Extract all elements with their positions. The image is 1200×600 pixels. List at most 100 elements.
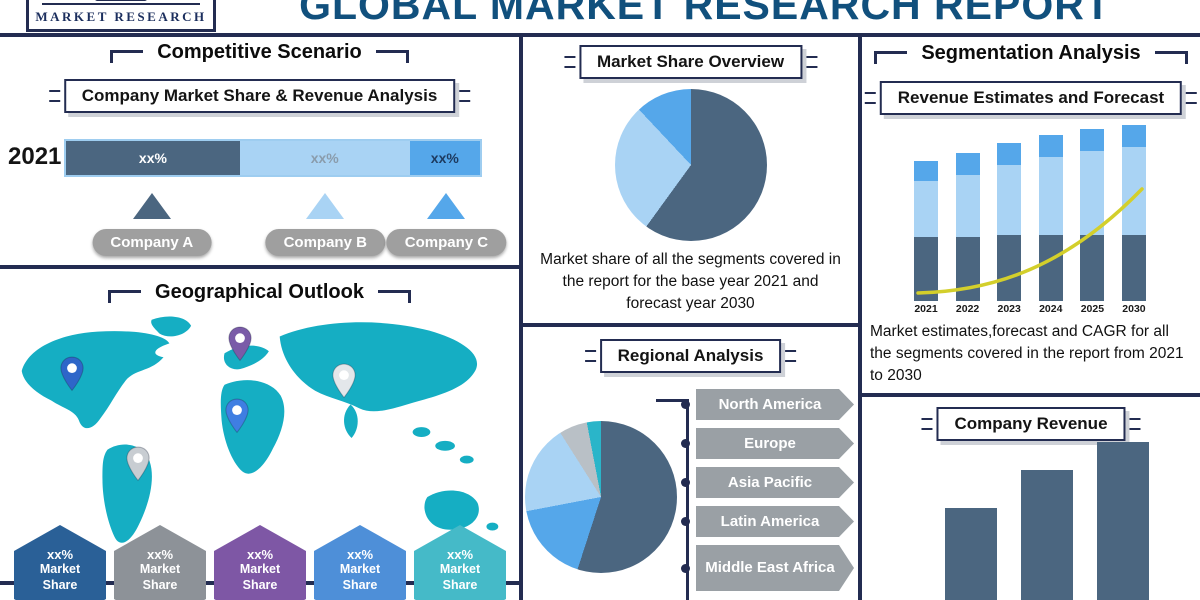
- axis-year-label: 2030: [1122, 303, 1146, 315]
- forecast-bar: [914, 161, 938, 301]
- forecast-bar-segment: [914, 161, 938, 181]
- connector-dot-icon: [681, 439, 690, 448]
- divider: [0, 33, 1200, 37]
- market-share-badge: xx% Market Share: [114, 525, 206, 600]
- company-legend-pill: Company B: [265, 229, 385, 256]
- map-pin-icon: [125, 446, 151, 482]
- logo-text: MARKET RESEARCH: [35, 9, 207, 24]
- divider: [858, 33, 862, 600]
- connector-line: [686, 399, 689, 600]
- badge-percent: xx%: [146, 547, 174, 562]
- badge-label: Share: [242, 577, 278, 592]
- revenue-bars: [922, 442, 1172, 600]
- company-share-segment: xx%: [66, 141, 240, 175]
- axis-year-label: 2024: [1039, 303, 1063, 315]
- badge-percent: xx%: [346, 547, 374, 562]
- forecast-bar-segment: [1080, 129, 1105, 151]
- forecast-bar-segment: [1121, 125, 1146, 147]
- box-title-regional: Regional Analysis: [599, 339, 782, 373]
- map-pin-icon: [59, 356, 85, 392]
- geographical-outlook-panel: Geographical Outlook xx% Market Share xx% Ma…: [0, 269, 519, 600]
- divider: [0, 265, 523, 269]
- forecast-bar-segment: [955, 237, 980, 301]
- map-pin-icon: [227, 326, 253, 362]
- market-share-pie: [614, 89, 767, 241]
- regional-pie: [525, 421, 677, 573]
- revenue-bar: [1097, 442, 1149, 600]
- forecast-bar: [1080, 129, 1105, 301]
- badge-percent: xx%: [46, 547, 74, 562]
- region-row: Middle East Africa: [681, 545, 854, 591]
- company-share-segment: xx%: [409, 141, 480, 175]
- forecast-years: 2021 2022 2023 2024 2025 2030: [908, 303, 1152, 315]
- map-pin-icon: [331, 363, 357, 399]
- region-row: Latin America: [681, 506, 854, 537]
- badge-label: Share: [42, 577, 78, 592]
- report-title: GLOBAL MARKET RESEARCH REPORT: [299, 0, 1111, 28]
- badge-label: Market: [139, 562, 181, 576]
- geo-badges: xx% Market Share xx% Market Share xx% Market Sha…: [14, 525, 506, 600]
- competitive-scenario-panel: Competitive Scenario Company Market Shar…: [0, 37, 519, 265]
- marker-triangle-icon: [427, 193, 466, 219]
- forecast-bar: [1038, 135, 1063, 301]
- revenue-bar: [1021, 470, 1073, 600]
- company-share-markers: [64, 193, 482, 221]
- badge-label: Share: [142, 577, 178, 592]
- forecast-bar-segment: [997, 143, 1022, 165]
- badge-label: Market: [439, 562, 481, 576]
- region-ribbon: Europe: [696, 428, 854, 459]
- forecast-bar-segment: [1038, 135, 1063, 157]
- box-title-company-revenue: Company Revenue: [936, 407, 1126, 441]
- company-share-segment: xx%: [239, 141, 410, 175]
- regional-analysis-panel: Regional Analysis North America Europe Asi…: [523, 327, 858, 600]
- region-ribbon: North America: [696, 389, 854, 420]
- connector-dot-icon: [681, 478, 690, 487]
- company-legend-pill: Company C: [386, 229, 507, 256]
- box-title-market-share: Market Share Overview: [578, 45, 803, 79]
- badge-label: Share: [442, 577, 478, 592]
- axis-year-label: 2023: [997, 303, 1021, 315]
- axis-year-label: 2022: [955, 303, 980, 315]
- year-label: 2021: [8, 143, 62, 170]
- forecast-bar-segment: [1080, 235, 1105, 301]
- region-row: North America: [681, 389, 854, 420]
- company-share-bar: xx% xx% xx%: [64, 139, 482, 177]
- forecast-bar: [1121, 125, 1146, 301]
- connector-dot-icon: [681, 517, 690, 526]
- connector-dot-icon: [681, 400, 690, 409]
- forecast-bar-segment: [997, 165, 1022, 235]
- subsection-title-company-share: Company Market Share & Revenue Analysis: [63, 79, 456, 113]
- segmentation-description: Market estimates,forecast and CAGR for a…: [870, 323, 1184, 384]
- market-share-badge: xx% Market Share: [314, 525, 406, 600]
- company-share-legend: Company A Company B Company C: [64, 229, 507, 259]
- divider: [858, 393, 1200, 397]
- logo-divider: [41, 3, 201, 5]
- forecast-bar-segment: [955, 175, 980, 237]
- badge-label: Market: [39, 562, 81, 576]
- badge-label: Market: [339, 562, 381, 576]
- divider: [519, 323, 862, 327]
- forecast-bar-segment: [1121, 235, 1146, 301]
- region-list: North America Europe Asia Pacific Latin Ame…: [681, 389, 854, 591]
- logo: MARKET RESEARCH: [26, 0, 216, 32]
- forecast-bar-segment: [1080, 151, 1105, 235]
- section-title-segmentation: Segmentation Analysis: [862, 42, 1200, 65]
- forecast-bar-segment: [1121, 147, 1146, 235]
- region-row: Asia Pacific: [681, 467, 854, 498]
- box-title-revenue-forecast: Revenue Estimates and Forecast: [879, 81, 1183, 115]
- forecast-bar: [997, 143, 1022, 301]
- market-share-badge: xx% Market Share: [414, 525, 506, 600]
- region-ribbon: Asia Pacific: [696, 467, 854, 498]
- company-revenue-panel: Company Revenue: [862, 397, 1200, 600]
- world-map: [21, 316, 499, 543]
- divider: [519, 33, 523, 600]
- forecast-bar-segment: [997, 235, 1022, 301]
- section-title-competitive: Competitive Scenario: [0, 41, 519, 64]
- map-pins: [0, 269, 519, 569]
- segmentation-analysis-panel: Segmentation Analysis Revenue Estimates …: [862, 37, 1200, 393]
- section-title-geographical: Geographical Outlook: [0, 281, 519, 304]
- badge-percent: xx%: [446, 547, 474, 562]
- badge-label: Share: [342, 577, 378, 592]
- marker-triangle-icon: [132, 193, 171, 219]
- forecast-bar: [955, 153, 980, 301]
